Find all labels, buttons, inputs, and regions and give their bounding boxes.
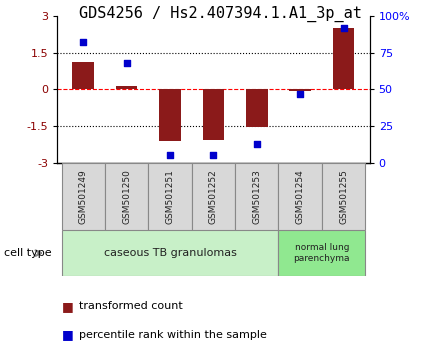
Text: GSM501250: GSM501250 [122, 169, 131, 224]
Text: normal lung
parenchyma: normal lung parenchyma [293, 244, 350, 263]
Bar [322, 163, 365, 230]
Bar [235, 163, 279, 230]
Text: GSM501253: GSM501253 [252, 169, 261, 224]
Bar [62, 230, 279, 276]
Bar [62, 163, 105, 230]
Text: ■: ■ [62, 300, 73, 313]
Text: transformed count: transformed count [79, 301, 183, 311]
Bar [333, 28, 354, 89]
Text: percentile rank within the sample: percentile rank within the sample [79, 330, 267, 339]
Text: ■: ■ [62, 328, 73, 341]
Bar [279, 230, 365, 276]
Text: cell type: cell type [4, 248, 52, 258]
Bar [192, 163, 235, 230]
Point [166, 153, 173, 158]
Text: GSM501251: GSM501251 [165, 169, 175, 224]
Bar [279, 163, 322, 230]
Text: GSM501255: GSM501255 [339, 169, 348, 224]
Text: GSM501252: GSM501252 [209, 169, 218, 224]
Point [123, 60, 130, 66]
Text: GSM501254: GSM501254 [296, 169, 304, 224]
Bar [290, 89, 311, 91]
Point [297, 91, 304, 97]
Text: GSM501249: GSM501249 [79, 169, 88, 224]
Bar [246, 89, 268, 127]
Point [253, 141, 260, 147]
Bar [73, 62, 94, 89]
Bar [148, 163, 192, 230]
Bar [116, 86, 137, 89]
Point [340, 25, 347, 30]
Text: caseous TB granulomas: caseous TB granulomas [103, 248, 236, 258]
Bar [202, 89, 224, 139]
Text: GDS4256 / Hs2.407394.1.A1_3p_at: GDS4256 / Hs2.407394.1.A1_3p_at [79, 5, 361, 22]
Point [210, 153, 217, 158]
Bar [105, 163, 148, 230]
Bar [159, 89, 181, 141]
Point [80, 40, 87, 45]
